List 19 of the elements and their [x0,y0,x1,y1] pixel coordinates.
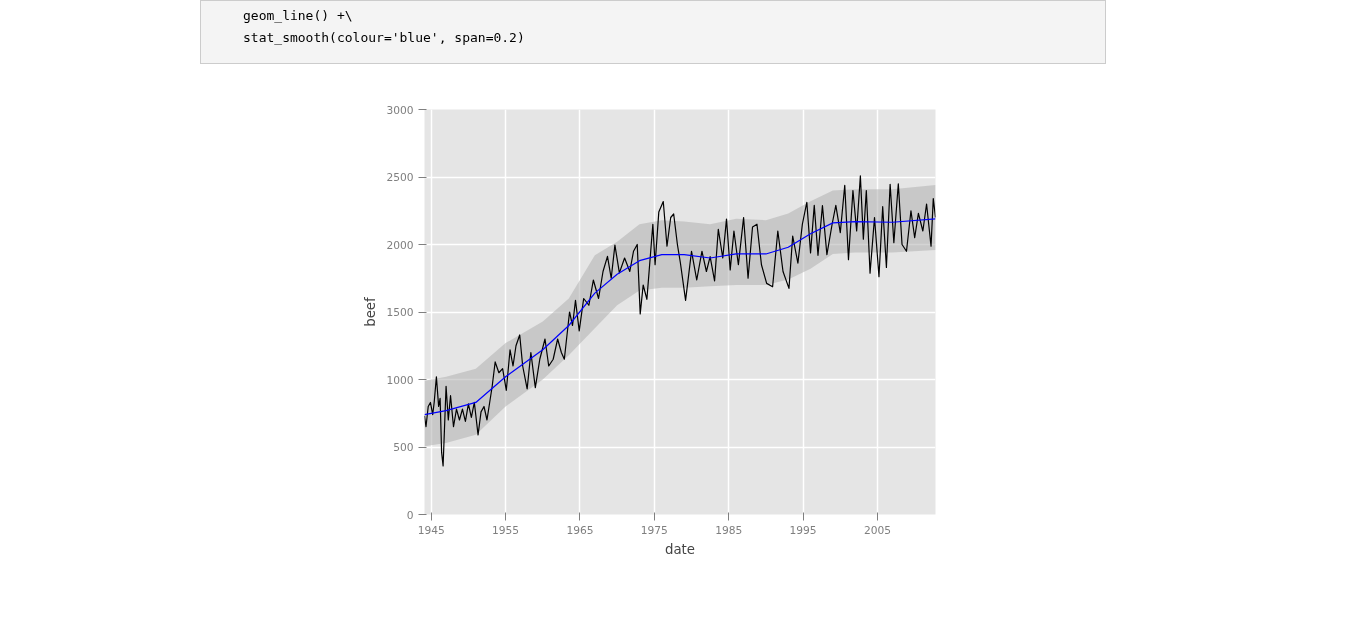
y-tick-label: 500 [393,441,414,454]
x-axis-title: date [664,541,696,557]
y-tick-label: 3000 [386,103,414,117]
x-tick-label: 1955 [492,523,520,537]
text: geom_line() +\ [243,8,353,23]
x-tick-label: 2005 [863,523,892,537]
y-tick-label: 2500 [386,171,414,184]
x-tick-label: 1965 [566,523,594,537]
y-tick-label: 1500 [386,306,414,319]
x-tick-label: 1945 [417,523,445,537]
x-tick-label: 1995 [789,523,817,537]
y-tick-label: 2000 [386,238,414,252]
y-axis-title: beef [363,296,379,327]
x-tick-label: 1985 [715,523,743,537]
y-tick-label: 0 [406,508,414,522]
y-tick-label: 1000 [386,373,414,387]
line-series [424,218,936,416]
x-tick-label: 1975 [640,523,668,537]
text: stat_smooth(colour='blue', span=0.2) [243,30,525,45]
